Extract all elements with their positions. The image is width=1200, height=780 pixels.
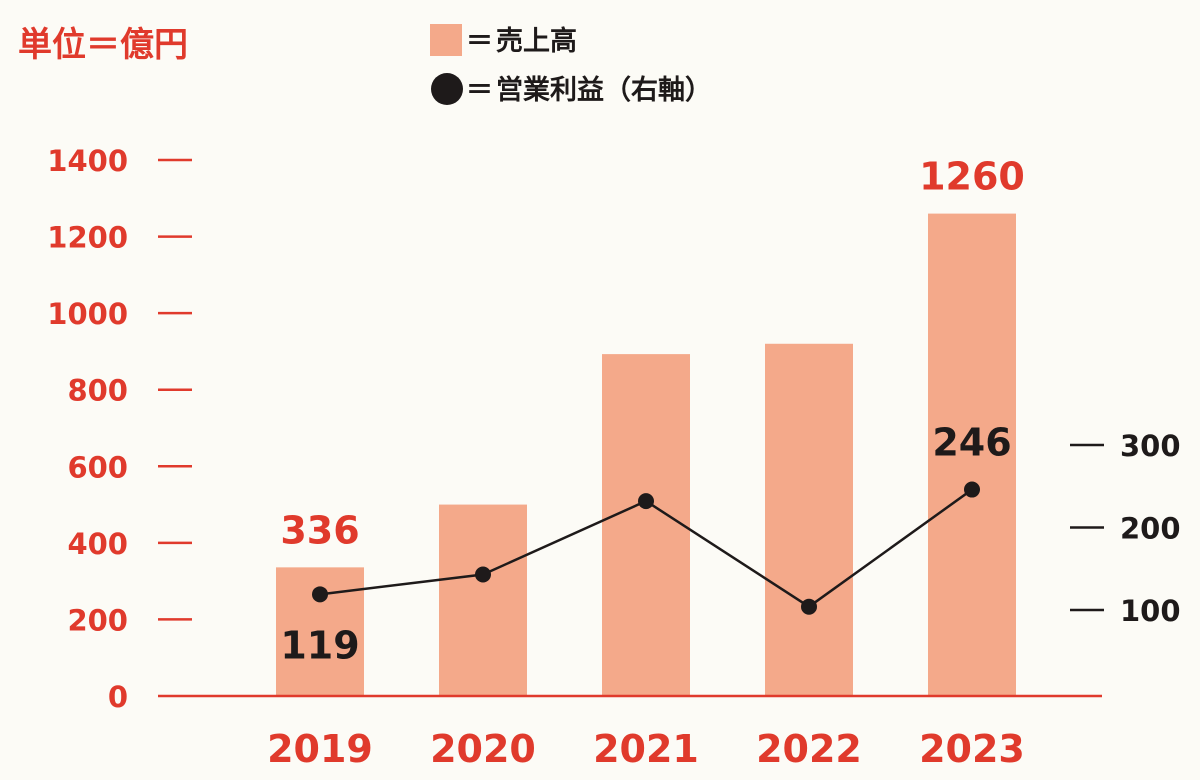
bar-value-label: 1260 — [919, 155, 1025, 199]
left-tick-label: 800 — [67, 374, 128, 408]
profit-value-label: 246 — [932, 421, 1011, 465]
legend-line-swatch — [431, 73, 463, 105]
left-tick-label: 1400 — [47, 144, 128, 178]
x-axis-labels: 2019 2020 2021 2022 2023 — [267, 727, 1025, 771]
legend-bar-swatch — [430, 24, 462, 56]
x-label-2019: 2019 — [267, 727, 373, 771]
left-tick-label: 0 — [108, 680, 128, 714]
left-tick-label: 1000 — [47, 297, 128, 331]
unit-label: 単位＝億円 — [18, 25, 188, 65]
left-tick-label: 200 — [67, 603, 128, 637]
data-labels: 336 1260 119 246 — [280, 155, 1025, 668]
line-series — [312, 481, 980, 615]
profit-point-2019 — [312, 586, 328, 603]
profit-point-2020 — [475, 566, 491, 583]
x-label-2022: 2022 — [756, 727, 862, 771]
legend: ＝ 売上高 ＝ 営業利益（右軸） — [430, 24, 712, 106]
left-tick-label: 400 — [67, 527, 128, 561]
legend-line-symbol: ＝ — [466, 75, 493, 106]
legend-line-label: 営業利益（右軸） — [496, 74, 712, 106]
bar-value-label: 336 — [280, 508, 359, 552]
profit-point-2022 — [801, 598, 817, 615]
left-axis: 0 200 400 600 800 1000 1200 1400 — [47, 144, 192, 714]
right-tick-label: 100 — [1120, 594, 1181, 628]
bar-2021 — [602, 354, 690, 696]
right-axis: 100 200 300 — [1070, 429, 1181, 628]
x-label-2023: 2023 — [919, 727, 1025, 771]
legend-bar-label: 売上高 — [496, 25, 577, 57]
left-tick-label: 1200 — [47, 221, 128, 255]
x-label-2021: 2021 — [593, 727, 699, 771]
bar-2023 — [928, 213, 1016, 696]
bar-2022 — [765, 343, 853, 696]
bar-2020 — [439, 504, 527, 696]
profit-value-label: 119 — [280, 623, 359, 667]
profit-point-2021 — [638, 493, 654, 510]
x-label-2020: 2020 — [430, 727, 536, 771]
right-tick-label: 200 — [1120, 512, 1181, 546]
bars — [276, 213, 1016, 696]
right-tick-label: 300 — [1120, 429, 1181, 463]
legend-bar-symbol: ＝ — [466, 26, 493, 57]
left-tick-label: 600 — [67, 450, 128, 484]
profit-point-2023 — [964, 481, 980, 498]
